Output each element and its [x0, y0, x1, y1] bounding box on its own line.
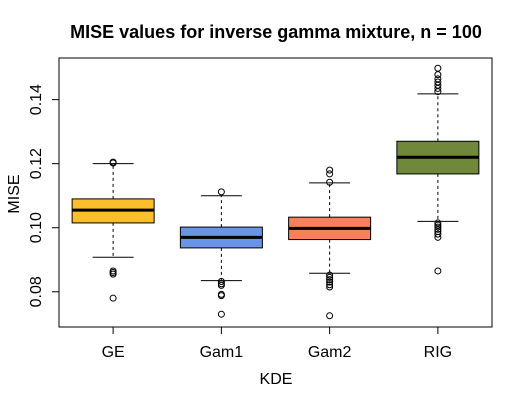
outlier-point	[109, 270, 117, 278]
outlier-point	[326, 283, 334, 291]
outlier-point	[217, 310, 225, 318]
x-tick-label-gam2: Gam2	[308, 344, 352, 361]
outlier-point	[217, 292, 225, 300]
x-tick-label-rig: RIG	[424, 344, 452, 361]
outlier-point	[434, 225, 442, 233]
outlier-point	[217, 281, 225, 289]
outlier-point	[434, 223, 442, 231]
y-tick-label: 0.14	[28, 84, 45, 115]
outlier-point	[326, 271, 334, 279]
x-tick-label-gam1: Gam1	[200, 344, 244, 361]
outlier-point	[326, 278, 334, 286]
outlier-point	[434, 84, 442, 92]
outlier-point	[326, 166, 334, 174]
outlier-point	[326, 273, 334, 281]
outlier-point	[326, 312, 334, 320]
outlier-point	[434, 64, 442, 72]
outlier-point	[217, 188, 225, 196]
y-tick-label: 0.10	[28, 212, 45, 243]
outlier-point	[109, 294, 117, 302]
chart-title: MISE values for inverse gamma mixture, n…	[70, 22, 482, 42]
y-tick-label: 0.08	[28, 276, 45, 307]
x-axis-label: KDE	[260, 371, 293, 388]
outlier-point	[326, 170, 334, 178]
plot-area: 0.08 0.10 0.12 0.14 GE Gam1 Gam2 RIG	[28, 57, 493, 361]
outlier-point	[434, 88, 442, 96]
outlier-point	[434, 267, 442, 275]
y-axis-label: MISE	[6, 174, 23, 213]
x-tick-label-ge: GE	[102, 344, 125, 361]
outlier-point	[434, 71, 442, 79]
outlier-point	[326, 276, 334, 284]
outlier-point	[326, 281, 334, 289]
outlier-point	[109, 159, 117, 167]
y-tick-label: 0.12	[28, 148, 45, 179]
outlier-point	[217, 278, 225, 286]
outlier-point	[326, 178, 334, 186]
plot-frame	[58, 57, 493, 328]
outlier-point	[434, 230, 442, 238]
outlier-point	[434, 233, 442, 241]
